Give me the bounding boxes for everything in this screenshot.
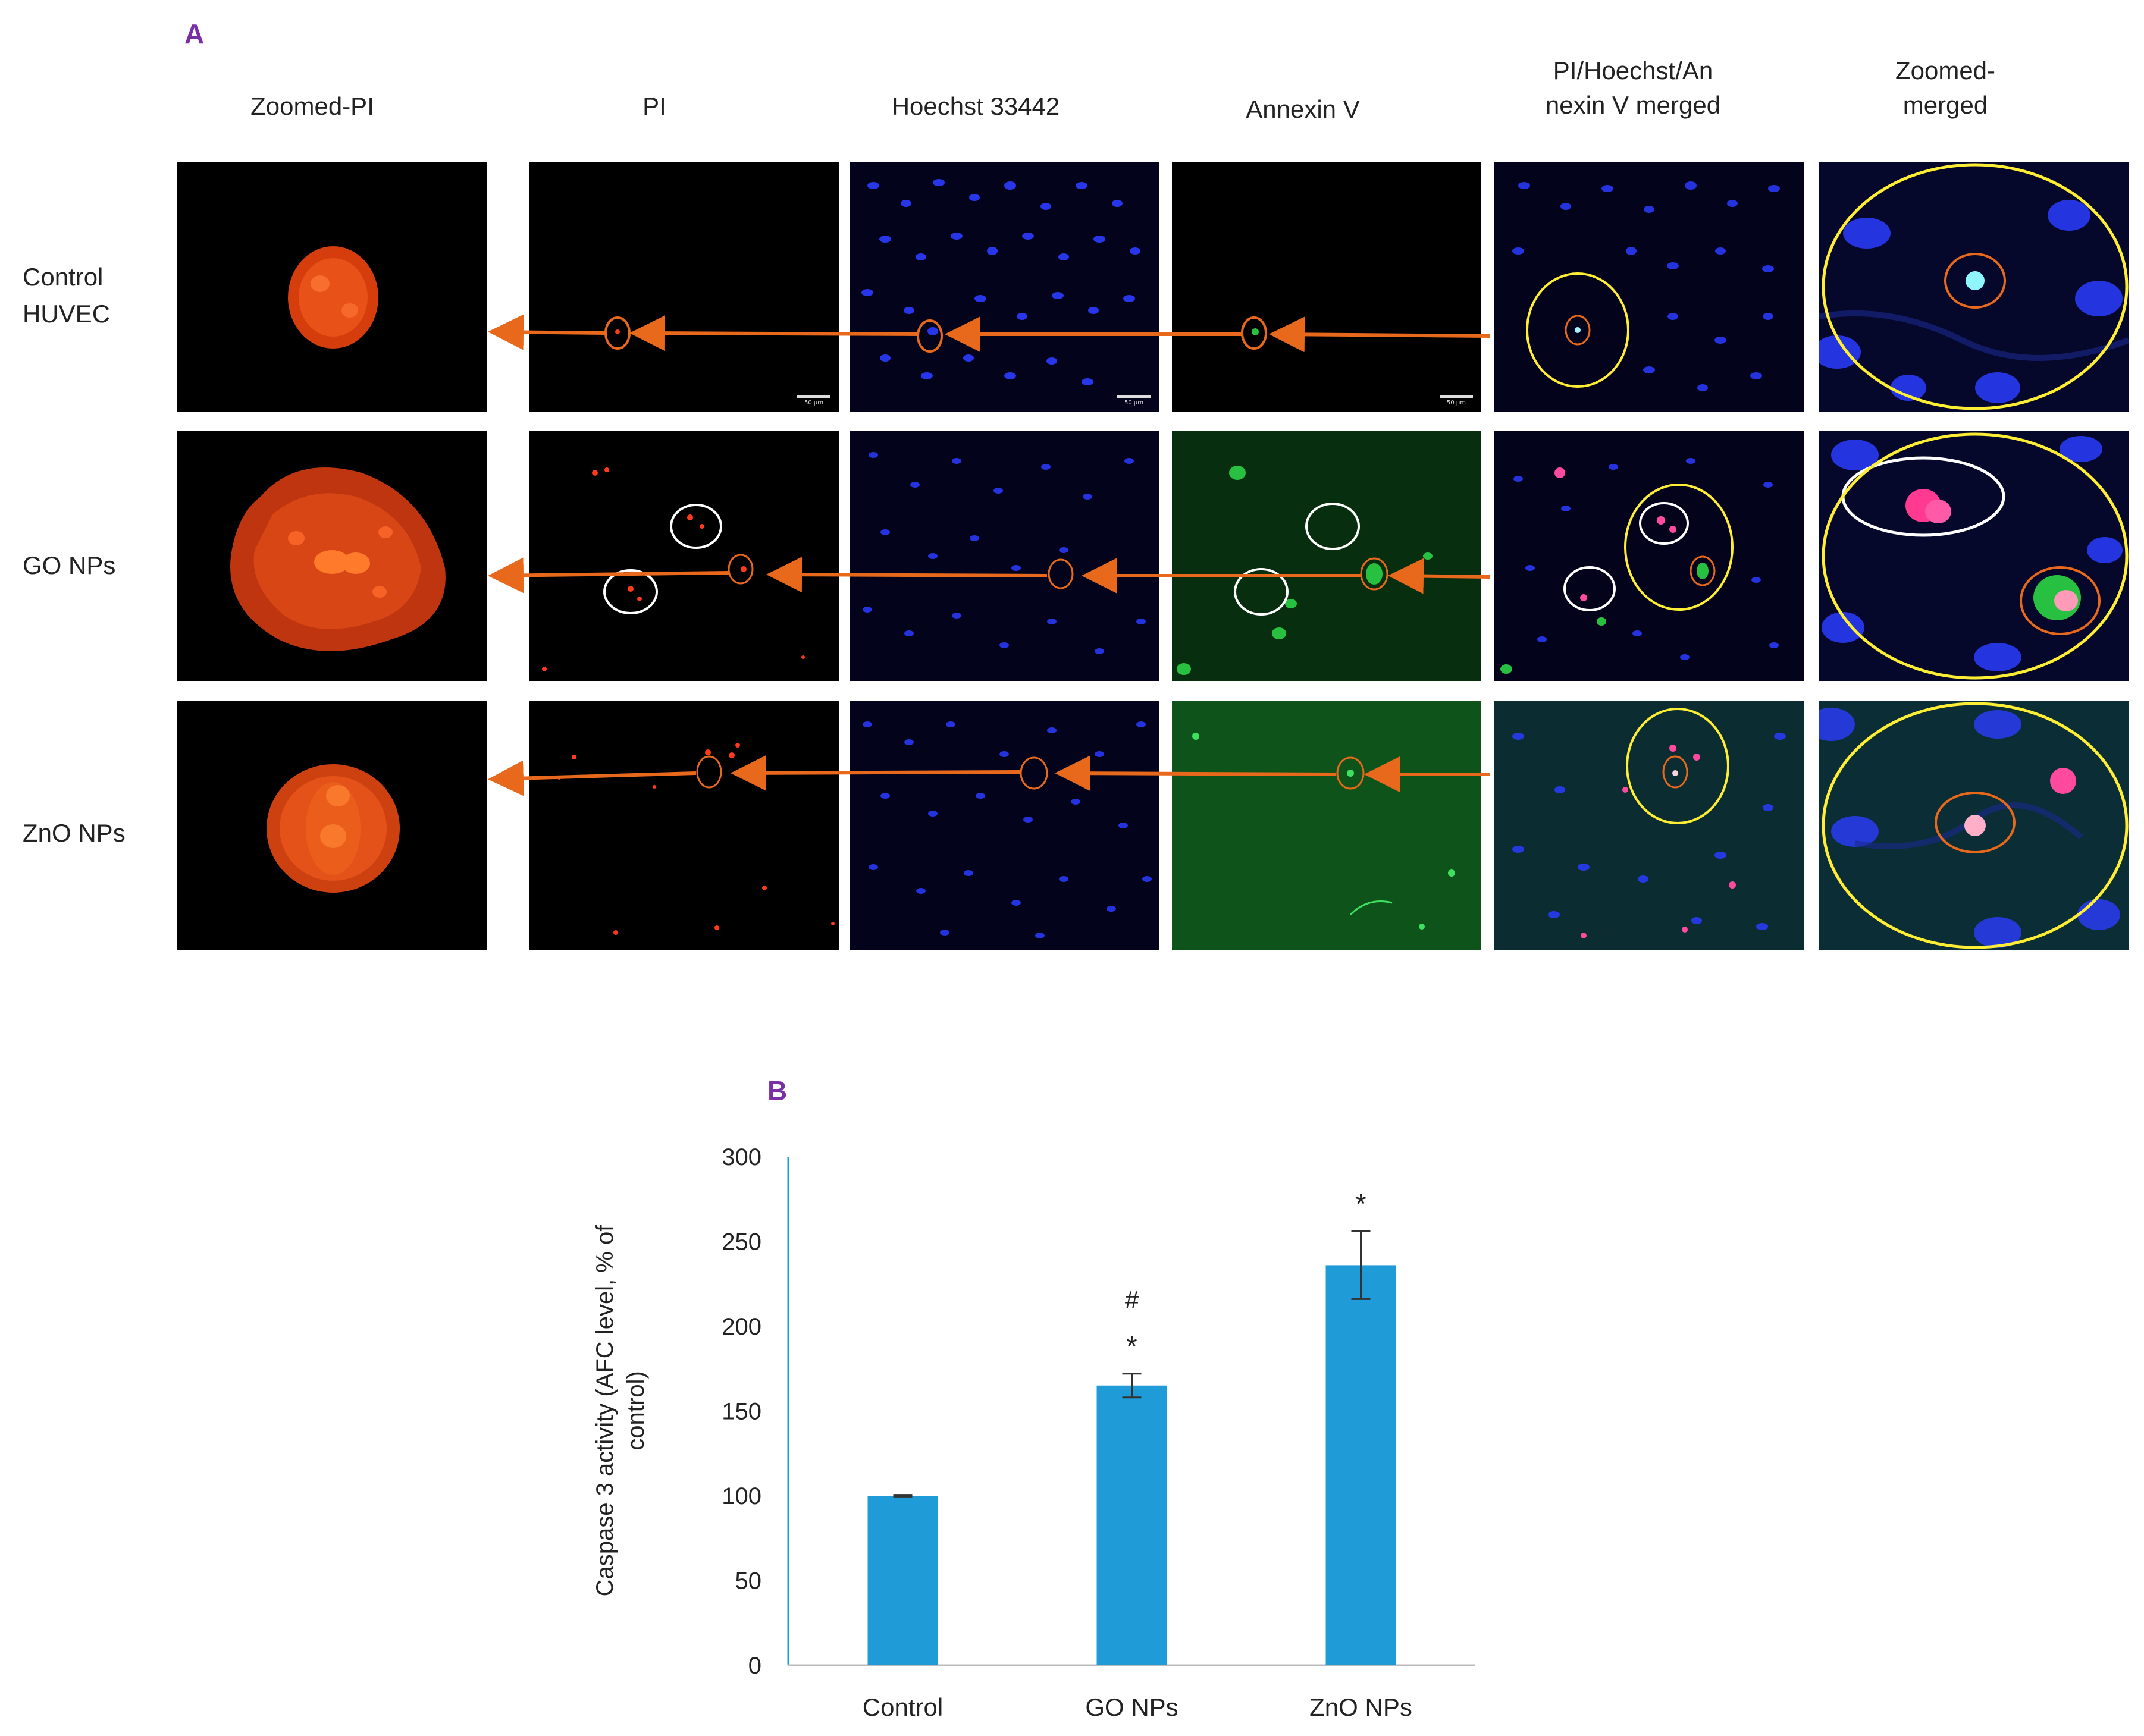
col-header-zoomed-pi: Zoomed-PI [250,92,374,120]
y-tick-label: 100 [722,1483,761,1509]
y-tick-label: 150 [722,1399,761,1425]
x-label-group: Control GO NPs ZnO NPs [863,1693,1412,1721]
error-bar [893,1494,913,1498]
micrograph-zno-hoechst [850,701,1159,950]
x-tick-label: GO NPs [1085,1693,1178,1721]
error-bar [1122,1373,1142,1399]
micrograph-control-pi: 50 µm [529,162,839,412]
row-label-control: Control HUVEC [23,263,111,328]
caspase-bar-chart: B 0 50 100 150 200 250 300 * # * Control GO NPs Zn… [592,1075,1475,1721]
col-header-hoechst: Hoechst 33442 [891,92,1060,120]
micrograph-zno-pi [529,701,839,950]
x-tick-label: Control [863,1693,943,1721]
bar-group: * # * [867,1188,1396,1665]
micrograph-zno-annexin [1172,701,1481,950]
x-tick-label: ZnO NPs [1309,1693,1412,1721]
row-label-zno: ZnO NPs [23,819,126,847]
micrograph-go-zoomed-pi [177,431,487,681]
bar-zno-nps [1325,1265,1396,1665]
y-tick-label: 200 [722,1314,761,1340]
micrograph-go-merged [1494,431,1804,681]
micrograph-control-zoomed-merged [1819,162,2129,412]
micrograph-control-hoechst: 50 µm [850,162,1159,412]
micrograph-go-pi [529,431,839,681]
bar-control [867,1496,938,1665]
scale-bar [797,395,830,398]
col-header-pi: PI [642,92,666,120]
scale-bar-label: 50 µm [804,400,823,406]
scale-bar [1117,395,1151,398]
micrograph-control-zoomed-pi [177,162,487,412]
micrograph-control-merged [1494,162,1804,412]
y-axis-label: Caspase 3 activity (AFC level, % of contr… [592,1225,649,1597]
significance-marker: * [1126,1331,1137,1363]
micrograph-go-zoomed-merged [1819,431,2129,681]
y-tick-group: 0 50 100 150 200 250 300 [722,1144,761,1679]
row-label-go: GO NPs [23,551,116,579]
y-tick-label: 250 [722,1229,761,1255]
col-header-zoomed-merged: Zoomed- merged [1895,56,1996,119]
panel-b-letter: B [767,1075,787,1106]
significance-marker: * [1355,1188,1366,1220]
scale-bar-label: 50 µm [1124,400,1143,406]
significance-marker: # [1125,1286,1139,1314]
col-header-annexin: Annexin V [1246,95,1360,123]
micrograph-control-annexin: 50 µm [1172,162,1481,412]
bar-go-nps [1096,1385,1167,1665]
micrograph-zno-zoomed-merged [1819,701,2129,950]
col-header-merged: PI/Hoechst/An nexin V merged [1545,56,1721,119]
scale-bar-label: 50 µm [1447,400,1466,406]
y-tick-label: 300 [722,1144,761,1170]
micrograph-zno-zoomed-pi [177,701,487,950]
micrograph-go-hoechst [850,431,1159,681]
y-tick-label: 0 [748,1653,761,1679]
micrograph-zno-merged [1494,701,1804,950]
y-tick-label: 50 [735,1568,762,1594]
panel-a-letter: A [184,18,205,49]
micrograph-go-annexin [1172,431,1481,681]
error-bar [1351,1230,1371,1300]
scale-bar [1440,395,1473,398]
